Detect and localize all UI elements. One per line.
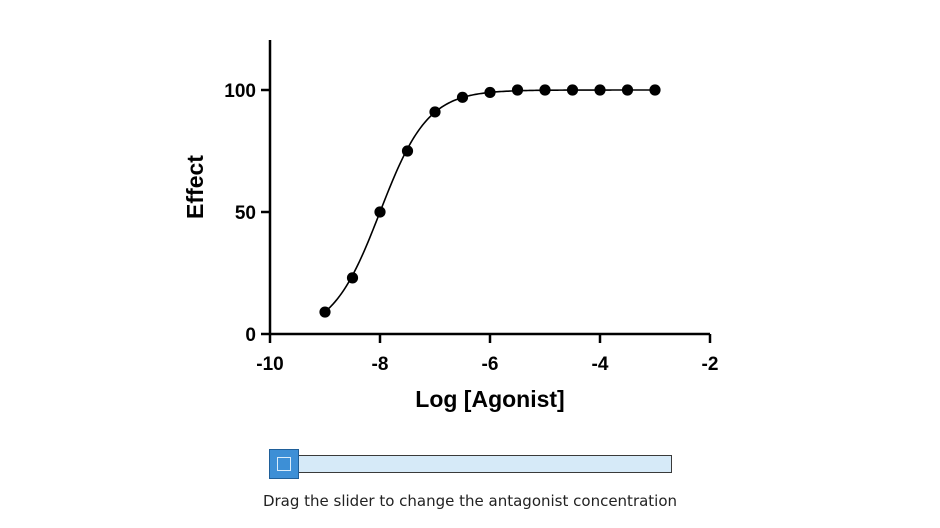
x-tick-label: -4 [592, 354, 609, 375]
data-point [511, 84, 524, 96]
data-points [319, 84, 661, 318]
x-axis-title: Log [Agonist] [415, 386, 564, 412]
data-point [319, 306, 331, 318]
data-point [456, 91, 469, 103]
y-axis-title: Effect [182, 155, 208, 219]
data-point [346, 272, 359, 284]
x-tick-label: -2 [702, 354, 719, 375]
fit-curve [324, 89, 655, 313]
y-tick-label: 100 [224, 81, 256, 102]
axes [268, 40, 710, 336]
slider-thumb-grip-icon [277, 457, 291, 471]
data-point [374, 206, 386, 218]
slider-caption: Drag the slider to change the antagonist… [262, 492, 678, 510]
data-point [566, 84, 579, 96]
antagonist-slider-track[interactable] [270, 455, 672, 473]
x-tick-label: -8 [372, 354, 389, 375]
y-tick-label: 50 [235, 203, 256, 224]
data-point [484, 86, 496, 99]
y-tick-label: 0 [245, 325, 256, 346]
data-point [594, 84, 606, 96]
dose-response-chart: -10 -8 -6 -4 -2 0 50 100 Log [Agonist] Effect [182, 40, 718, 412]
data-point [649, 84, 661, 96]
data-point [621, 84, 634, 96]
x-tick-label: -6 [482, 354, 499, 375]
ticks: -10 -8 -6 -4 -2 0 50 100 [224, 81, 718, 375]
data-point [429, 106, 441, 118]
antagonist-slider-thumb[interactable] [269, 449, 299, 479]
x-tick-label: -10 [256, 354, 283, 375]
data-point [401, 145, 414, 157]
data-point [539, 84, 551, 96]
